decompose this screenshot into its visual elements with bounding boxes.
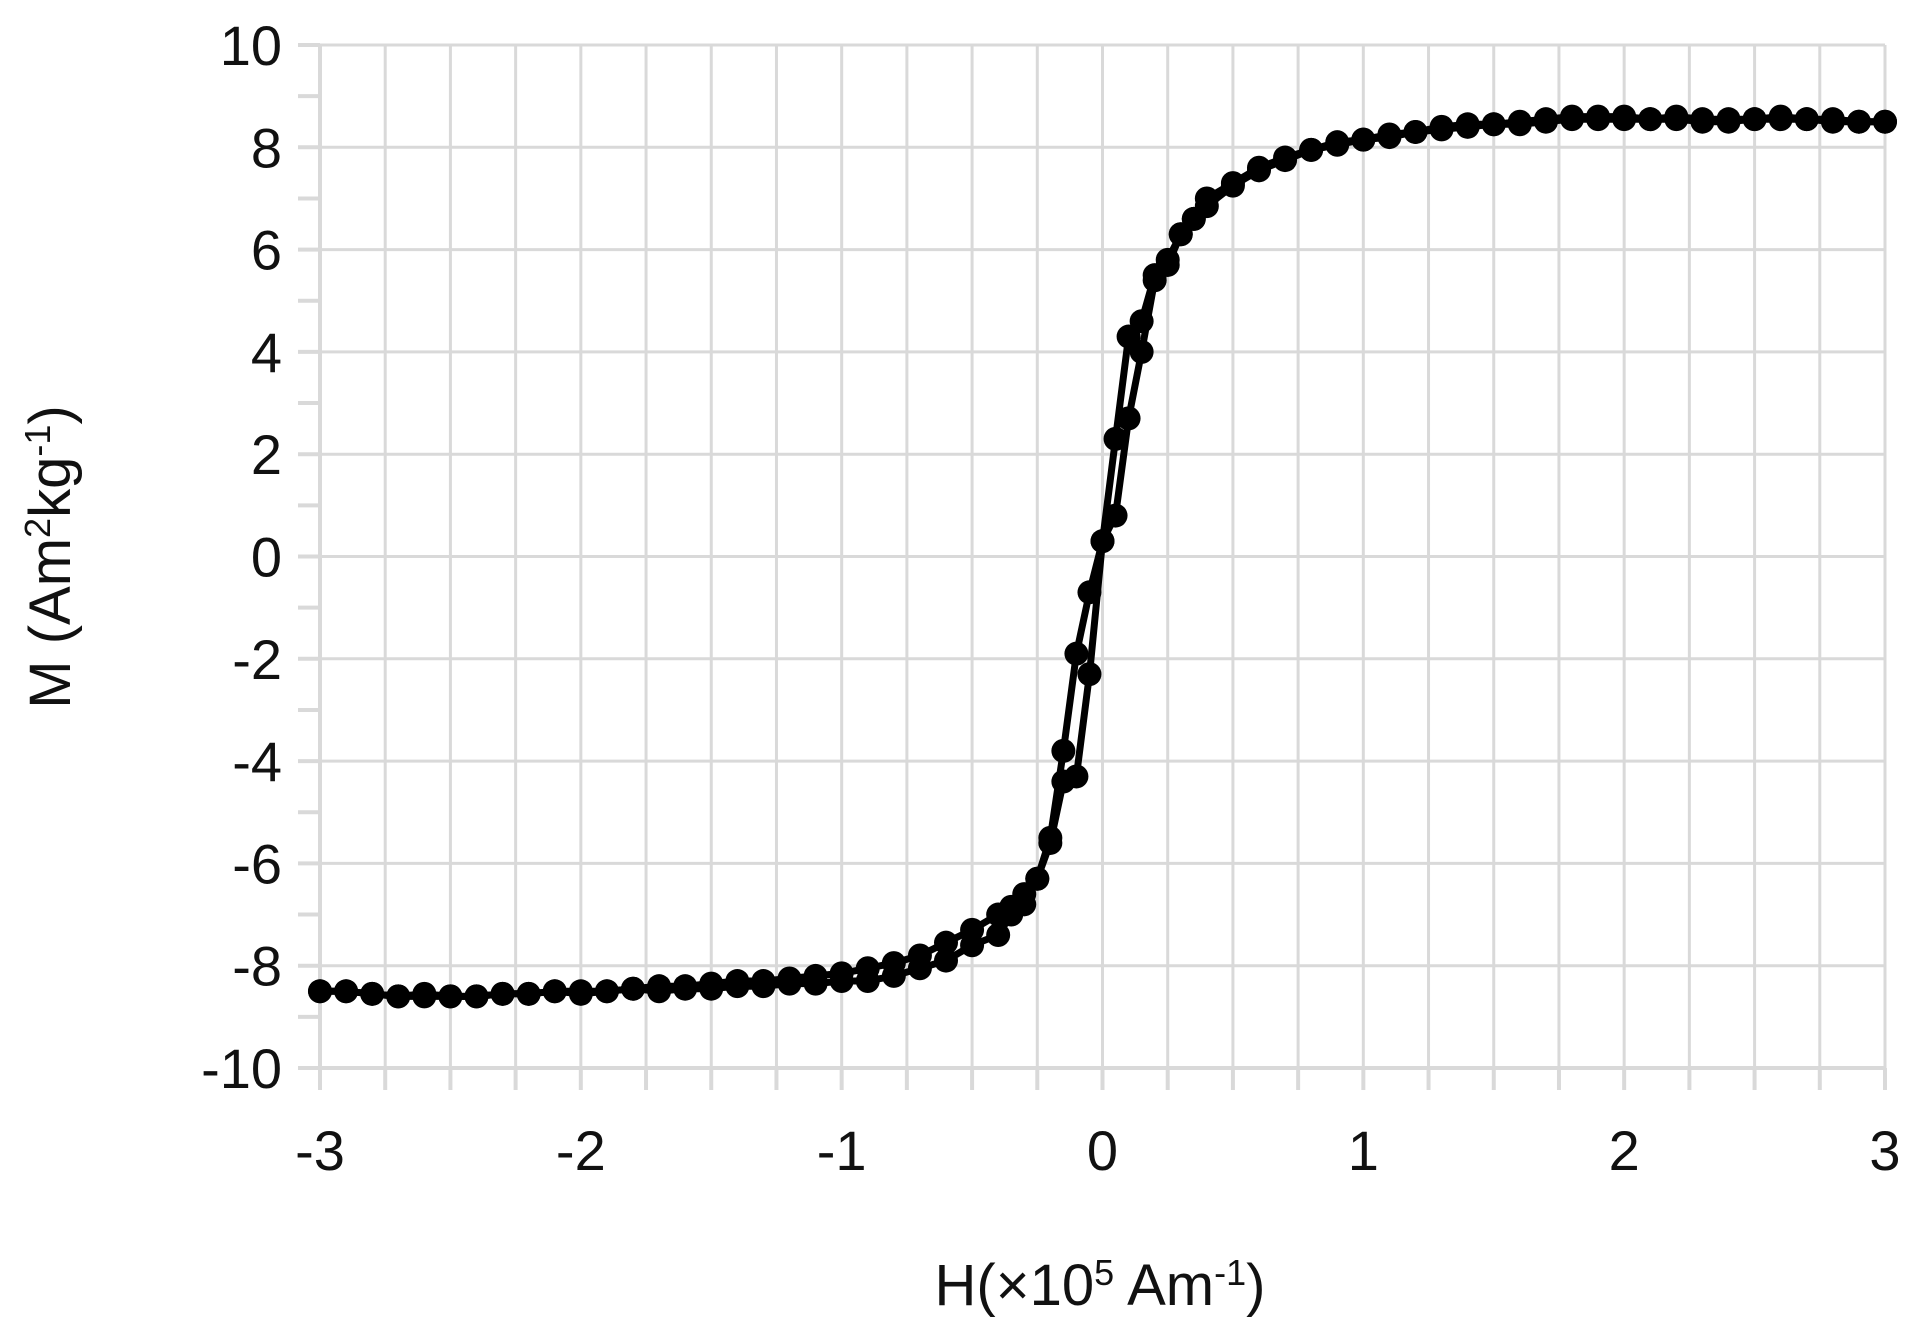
data-point bbox=[907, 943, 932, 968]
data-point bbox=[1103, 503, 1128, 528]
data-point bbox=[386, 984, 411, 1009]
data-point bbox=[568, 979, 593, 1004]
x-tick-label: -3 bbox=[295, 1119, 345, 1182]
data-point bbox=[1247, 155, 1271, 180]
data-point bbox=[699, 971, 724, 996]
data-point bbox=[1064, 764, 1089, 789]
y-tick-label: 8 bbox=[251, 116, 282, 179]
data-point bbox=[1051, 738, 1076, 763]
data-point bbox=[673, 974, 698, 999]
data-point bbox=[1038, 830, 1063, 855]
x-axis-title: H(×105 Am-1) bbox=[935, 1252, 1266, 1319]
x-tick-label: -2 bbox=[556, 1119, 606, 1182]
y-tick-label: -6 bbox=[232, 832, 282, 895]
data-point bbox=[1586, 107, 1611, 132]
data-point bbox=[1716, 109, 1741, 134]
data-point bbox=[516, 981, 541, 1006]
y-tick-label: -8 bbox=[232, 935, 282, 998]
data-point bbox=[308, 979, 332, 1004]
axes bbox=[298, 43, 1887, 1090]
y-tick-label: 0 bbox=[251, 526, 282, 589]
data-point bbox=[1638, 107, 1663, 132]
data-point bbox=[960, 917, 985, 942]
data-point bbox=[438, 984, 463, 1009]
data-point bbox=[934, 948, 958, 973]
data-point bbox=[1077, 662, 1102, 687]
data-point bbox=[1129, 339, 1154, 364]
data-point bbox=[1194, 186, 1219, 211]
data-point bbox=[1403, 119, 1428, 144]
x-tick-label: 3 bbox=[1869, 1119, 1900, 1182]
data-point bbox=[1873, 109, 1897, 134]
data-point bbox=[621, 976, 645, 1001]
series-2 bbox=[308, 107, 1897, 1009]
data-point bbox=[1533, 109, 1558, 134]
data-point bbox=[360, 981, 385, 1006]
data-point bbox=[881, 951, 906, 976]
y-axis-title: M (Am2kg-1) bbox=[17, 405, 84, 708]
data-point bbox=[594, 979, 619, 1004]
data-point bbox=[1820, 109, 1845, 134]
data-point bbox=[1181, 206, 1206, 231]
data-point bbox=[1507, 112, 1532, 137]
data-point bbox=[1220, 171, 1245, 196]
data-point bbox=[1481, 112, 1506, 137]
data-point bbox=[1768, 107, 1793, 132]
data-point bbox=[1155, 252, 1180, 277]
y-tick-label: -4 bbox=[232, 730, 282, 793]
y-tick-label: 10 bbox=[220, 14, 282, 77]
x-tick-label: 0 bbox=[1087, 1119, 1118, 1182]
data-point bbox=[1299, 137, 1324, 162]
x-tick-label: 2 bbox=[1609, 1119, 1640, 1182]
data-point bbox=[855, 956, 880, 981]
data-point bbox=[1351, 127, 1376, 152]
data-point bbox=[647, 974, 672, 999]
data-point bbox=[1325, 130, 1350, 155]
data-point bbox=[1742, 107, 1767, 132]
data-point bbox=[1612, 107, 1637, 132]
data-point bbox=[777, 966, 802, 991]
data-point bbox=[542, 979, 567, 1004]
data-point bbox=[1846, 109, 1871, 134]
data-point bbox=[464, 984, 489, 1009]
y-tick-label: 6 bbox=[251, 219, 282, 282]
data-point bbox=[725, 969, 750, 994]
data-point bbox=[1377, 125, 1402, 150]
y-tick-label: -2 bbox=[232, 628, 282, 691]
data-point bbox=[490, 981, 515, 1006]
data-point bbox=[334, 979, 359, 1004]
data-point bbox=[1429, 117, 1454, 142]
data-point bbox=[829, 961, 854, 986]
data-point bbox=[412, 984, 437, 1009]
data-point bbox=[1455, 114, 1480, 139]
data-point bbox=[1664, 107, 1689, 132]
data-point bbox=[1273, 145, 1298, 170]
data-point bbox=[1560, 107, 1584, 132]
x-tick-label: -1 bbox=[817, 1119, 867, 1182]
data-point bbox=[1090, 529, 1115, 554]
x-tick-label: 1 bbox=[1348, 1119, 1379, 1182]
data-point bbox=[1116, 406, 1141, 431]
data-point bbox=[1025, 866, 1050, 891]
data-point bbox=[1064, 641, 1089, 666]
y-tick-label: 4 bbox=[251, 321, 282, 384]
y-tick-label: 2 bbox=[251, 423, 282, 486]
data-point bbox=[934, 930, 958, 955]
data-point bbox=[803, 963, 828, 988]
data-point bbox=[1690, 109, 1715, 134]
data-point bbox=[751, 969, 776, 994]
data-point bbox=[1794, 107, 1819, 132]
data-series bbox=[308, 104, 1897, 1009]
data-point bbox=[986, 923, 1011, 948]
y-tick-label: -10 bbox=[201, 1037, 282, 1100]
